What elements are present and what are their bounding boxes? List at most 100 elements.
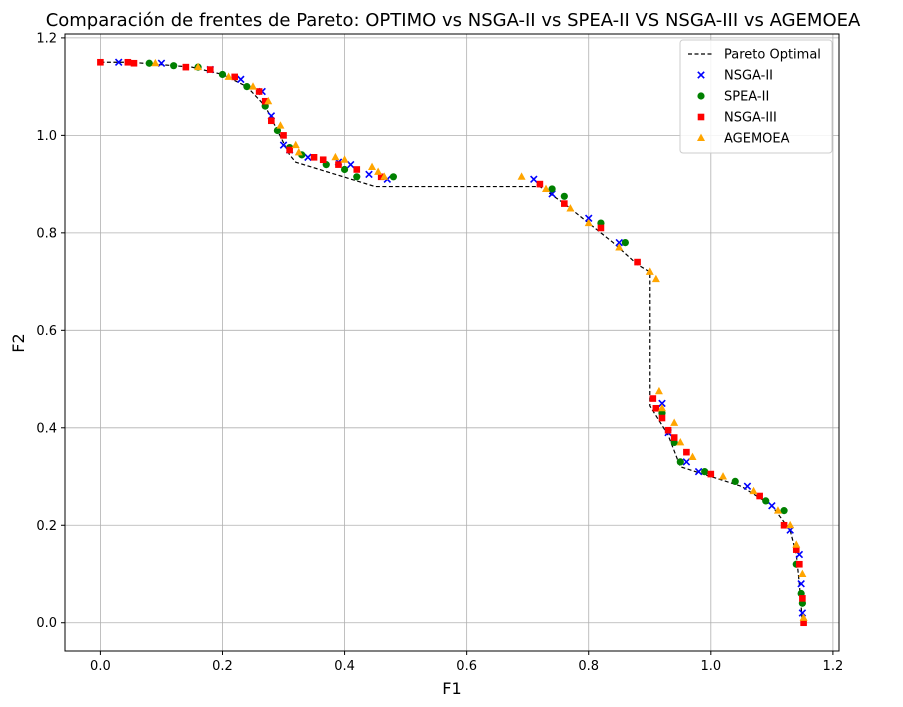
nsga-iii-point (124, 58, 132, 66)
agemoea-point (224, 72, 233, 80)
nsga-ii-point (530, 175, 538, 183)
spea-ii-point (780, 507, 788, 515)
y-tick-label: 0.8 (36, 226, 57, 241)
agemoea-point (249, 82, 258, 90)
legend-label-nsga-ii: NSGA-II (724, 69, 773, 84)
nsga-iii-point (261, 97, 269, 105)
spea-ii-point (273, 126, 282, 135)
legend-label-spea-ii: SPEA-II (724, 90, 769, 105)
agemoea-point (657, 403, 666, 412)
agemoea-point (773, 506, 782, 514)
x-tick-label: 0.6 (456, 659, 477, 674)
agemoea-point (380, 172, 389, 180)
nsga-ii-point (615, 238, 624, 247)
nsga-iii-point (670, 434, 678, 441)
nsga-ii-point (584, 214, 593, 222)
legend-swatch-nsga-iii (697, 113, 705, 121)
nsga-ii-point (157, 59, 166, 68)
y-tick-label: 1.2 (36, 31, 57, 46)
agemoea-point (291, 140, 300, 149)
nsga-ii-point (279, 141, 288, 149)
x-tick-label: 1.2 (823, 659, 844, 674)
spea-ii-point (218, 70, 227, 79)
nsga-iii-point (206, 66, 214, 73)
spea-ii-point (145, 59, 153, 67)
y-tick-label: 1.0 (36, 129, 57, 144)
nsga-iii-point (649, 395, 657, 402)
nsga-iii-point (97, 58, 104, 66)
nsga-iii-point (286, 146, 293, 154)
x-tick-label: 0.8 (578, 659, 599, 674)
agemoea-point (264, 96, 273, 105)
agemoea-point (584, 218, 593, 227)
legend-label-agemoea: AGEMOEA (724, 132, 790, 147)
y-tick-label: 0.6 (36, 324, 57, 339)
agemoea-point (688, 452, 697, 461)
agemoea-point (792, 540, 801, 548)
agemoea-point (517, 172, 526, 180)
nsga-iii-point (130, 59, 138, 67)
nsga-iii-point (800, 619, 807, 627)
nsga-iii-point (756, 492, 763, 500)
x-tick-label: 0.4 (334, 659, 355, 674)
nsga-ii-point (798, 609, 807, 617)
nsga-ii-point (743, 482, 752, 491)
spea-ii-point (548, 185, 556, 193)
spea-ii-point (731, 477, 739, 485)
spea-ii-point (353, 173, 361, 181)
agemoea-point (151, 58, 160, 67)
y-axis-label: F2 (9, 333, 28, 352)
y-tick-label: 0.0 (36, 616, 57, 631)
nsga-iii-point (268, 117, 275, 125)
agemoea-point (798, 569, 807, 577)
agemoea-point (194, 62, 203, 71)
agemoea-point (340, 155, 349, 163)
nsga-iii-point (634, 258, 641, 266)
spea-ii-point (762, 497, 770, 505)
nsga-iii-point (652, 404, 660, 412)
agemoea-point (645, 267, 654, 275)
nsga-iii-point (683, 448, 690, 456)
agemoea-point (542, 184, 551, 192)
nsga-iii-point (182, 63, 190, 71)
nsga-iii-point (280, 132, 287, 139)
nsga-iii-point (335, 161, 342, 168)
agemoea-point (615, 243, 624, 251)
agemoea-point (670, 418, 679, 426)
agemoea-point (799, 613, 808, 621)
data-layer (97, 58, 808, 627)
nsga-iii-point (255, 88, 263, 95)
legend-swatch-nsga-ii (697, 71, 705, 79)
agemoea-point (566, 204, 575, 212)
x-tick-label: 1.0 (700, 659, 721, 674)
spea-ii-point (389, 173, 398, 181)
nsga-ii-point (304, 153, 312, 162)
agemoea-point (368, 162, 377, 171)
nsga-iii-point (796, 560, 803, 568)
spea-ii-point (243, 83, 251, 91)
nsga-iii-point (353, 166, 361, 173)
nsga-ii-point (768, 502, 776, 510)
x-tick-label: 0.2 (212, 659, 233, 674)
nsga-iii-point (536, 180, 544, 188)
nsga-iii-point (597, 224, 605, 232)
agemoea-point (654, 386, 663, 395)
nsga-iii-point (792, 546, 800, 553)
nsga-iii-point (664, 426, 672, 434)
y-tick-label: 0.2 (36, 519, 57, 534)
nsga-iii-point (231, 73, 238, 81)
legend: Pareto Optimal NSGA-II SPEA-II NSGA-III AGEM… (679, 39, 833, 154)
nsga-iii-point (707, 470, 715, 478)
nsga-iii-point (799, 595, 806, 602)
nsga-ii-point (797, 579, 805, 588)
legend-swatch-agemoea (697, 133, 705, 141)
spea-ii-point (340, 165, 349, 174)
x-tick-label: 0.0 (90, 659, 111, 674)
x-axis-label: F1 (442, 679, 461, 698)
spea-ii-point (170, 62, 178, 70)
spea-ii-point (701, 468, 709, 476)
chart-title: Comparación de frentes de Pareto: OPTIMO… (46, 10, 861, 31)
plot-frame (64, 33, 840, 652)
